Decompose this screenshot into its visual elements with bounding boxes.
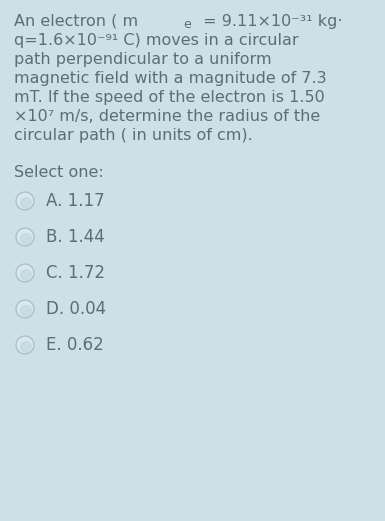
- Circle shape: [16, 264, 34, 282]
- Text: A. 1.17: A. 1.17: [46, 192, 105, 210]
- Text: q=1.6×10⁻⁹¹ C) moves in a circular: q=1.6×10⁻⁹¹ C) moves in a circular: [14, 33, 299, 48]
- Text: E. 0.62: E. 0.62: [46, 336, 104, 354]
- Text: B. 1.44: B. 1.44: [46, 228, 105, 246]
- Text: C. 1.72: C. 1.72: [46, 264, 105, 282]
- Circle shape: [16, 228, 34, 246]
- Circle shape: [21, 269, 32, 280]
- Text: ×10⁷ m/s, determine the radius of the: ×10⁷ m/s, determine the radius of the: [14, 109, 320, 124]
- Circle shape: [21, 233, 32, 244]
- Text: D. 0.04: D. 0.04: [46, 300, 106, 318]
- Text: magnetic field with a magnitude of 7.3: magnetic field with a magnitude of 7.3: [14, 71, 326, 86]
- Text: An electron ( m: An electron ( m: [14, 14, 138, 29]
- Text: e: e: [183, 18, 191, 31]
- Circle shape: [21, 342, 32, 352]
- Circle shape: [21, 197, 32, 208]
- Circle shape: [16, 336, 34, 354]
- Text: mT. If the speed of the electron is 1.50: mT. If the speed of the electron is 1.50: [14, 90, 325, 105]
- Text: e: e: [183, 18, 191, 31]
- Text: path perpendicular to a uniform: path perpendicular to a uniform: [14, 52, 272, 67]
- Circle shape: [16, 300, 34, 318]
- Circle shape: [16, 192, 34, 210]
- Text: Select one:: Select one:: [14, 165, 104, 180]
- Text: = 9.11×10⁻³¹ kg·: = 9.11×10⁻³¹ kg·: [198, 14, 342, 29]
- Circle shape: [21, 306, 32, 316]
- Text: circular path ( in units of cm).: circular path ( in units of cm).: [14, 128, 253, 143]
